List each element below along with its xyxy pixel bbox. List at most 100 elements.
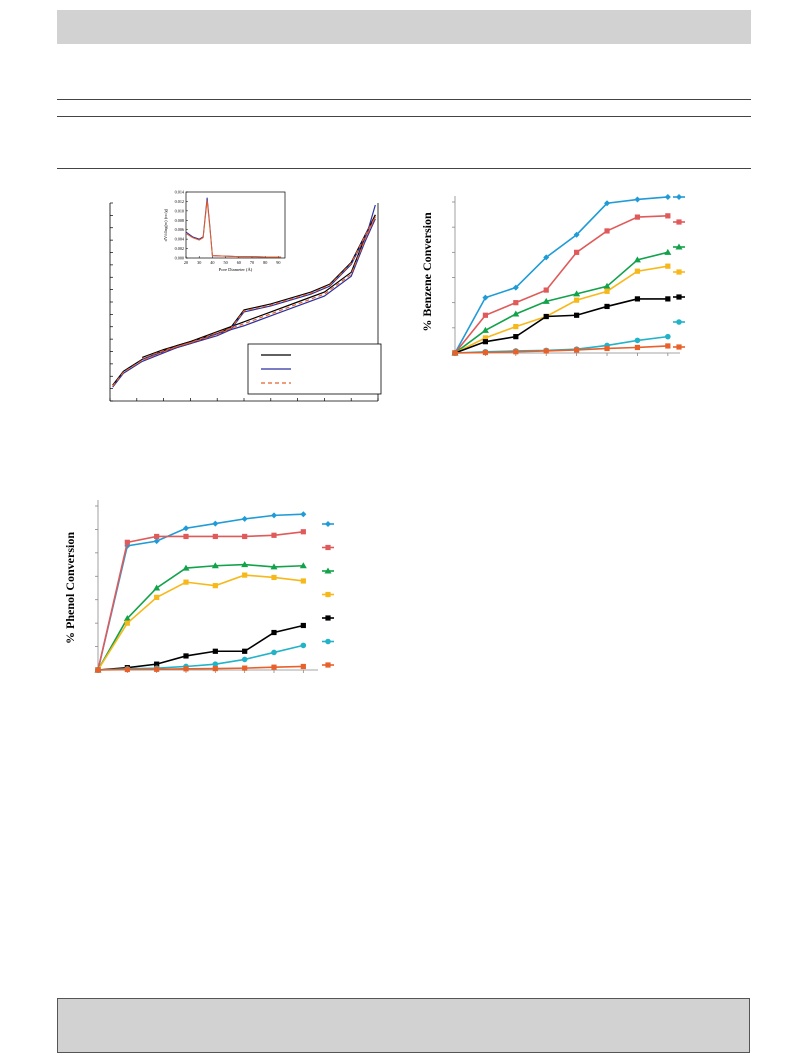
inset-x-tick-label: 60 bbox=[237, 260, 241, 265]
data-point bbox=[154, 594, 160, 600]
legend-marker bbox=[676, 294, 682, 300]
data-point bbox=[574, 312, 580, 318]
data-point bbox=[513, 349, 519, 355]
data-point bbox=[241, 561, 249, 568]
data-point bbox=[271, 574, 277, 581]
data-point bbox=[271, 629, 277, 636]
data-point bbox=[154, 533, 160, 540]
data-point bbox=[482, 339, 489, 345]
legend-marker bbox=[324, 567, 332, 574]
data-point bbox=[482, 312, 489, 318]
top-rule bbox=[57, 99, 751, 100]
data-point bbox=[543, 287, 549, 293]
data-point bbox=[154, 661, 160, 667]
inset-y-axis-label: dV/dlog(w) (cc/g) bbox=[163, 208, 168, 241]
legend-marker bbox=[325, 662, 331, 668]
data-point bbox=[542, 297, 550, 304]
inset-y-tick-label: 0.006 bbox=[175, 227, 184, 232]
series-line bbox=[97, 665, 304, 671]
inset-x-axis-label: Pore Diameter (Å) bbox=[219, 267, 253, 272]
phenol-conversion-chart: % Phenol Conversion bbox=[63, 500, 334, 673]
inset-y-tick-label: 0.008 bbox=[175, 218, 184, 223]
inset-x-tick-label: 80 bbox=[263, 260, 267, 265]
data-point bbox=[573, 290, 581, 297]
isotherm-desorption-line bbox=[141, 214, 376, 359]
data-point bbox=[634, 196, 641, 203]
data-point bbox=[123, 614, 131, 621]
series-line bbox=[97, 574, 304, 671]
data-point bbox=[212, 583, 218, 589]
data-point bbox=[153, 538, 160, 545]
legend-marker bbox=[325, 544, 331, 551]
data-point bbox=[634, 344, 641, 351]
data-point bbox=[665, 333, 671, 340]
data-point bbox=[604, 345, 610, 352]
data-point bbox=[664, 193, 671, 200]
data-point bbox=[543, 254, 550, 261]
data-point bbox=[604, 228, 610, 234]
data-point bbox=[300, 663, 306, 670]
header-band bbox=[57, 10, 751, 44]
data-point bbox=[211, 562, 219, 569]
series-line bbox=[454, 251, 669, 354]
data-point bbox=[183, 653, 189, 659]
legend-marker bbox=[325, 591, 331, 598]
inset-plot-frame bbox=[185, 191, 286, 259]
legend-marker bbox=[676, 194, 682, 200]
series-line bbox=[97, 563, 304, 671]
data-point bbox=[665, 343, 671, 349]
data-point bbox=[300, 578, 306, 584]
data-point bbox=[665, 296, 671, 302]
inset-y-tick-label: 0.014 bbox=[175, 190, 185, 195]
data-point bbox=[512, 310, 520, 317]
data-point bbox=[212, 648, 218, 654]
data-point bbox=[212, 665, 218, 672]
data-point bbox=[300, 622, 306, 629]
inset-y-tick-label: 0.000 bbox=[175, 256, 184, 261]
data-point bbox=[604, 303, 610, 310]
data-point bbox=[513, 334, 519, 340]
inset-series-line bbox=[185, 200, 282, 258]
data-point bbox=[299, 562, 307, 569]
series-line bbox=[454, 265, 668, 354]
inset-x-tick-label: 70 bbox=[250, 260, 254, 265]
footer-band bbox=[57, 998, 750, 1053]
data-point bbox=[124, 620, 130, 626]
data-point bbox=[665, 213, 671, 219]
data-point bbox=[182, 564, 190, 571]
y-axis-label: % Benzene Conversion bbox=[420, 212, 434, 332]
isotherm-desorption-line bbox=[141, 216, 376, 359]
divider-rule bbox=[57, 168, 751, 169]
data-point bbox=[482, 349, 489, 356]
data-point bbox=[241, 656, 248, 663]
legend-marker bbox=[676, 269, 682, 275]
data-point bbox=[574, 297, 580, 303]
data-point bbox=[633, 256, 641, 263]
series-line bbox=[454, 215, 668, 354]
data-point bbox=[271, 512, 277, 519]
data-point bbox=[513, 323, 519, 330]
isotherm-desorption-line bbox=[141, 218, 376, 360]
data-point bbox=[452, 350, 458, 356]
data-point bbox=[664, 248, 672, 255]
data-point bbox=[183, 533, 189, 540]
data-point bbox=[512, 284, 519, 291]
inset-y-tick-label: 0.002 bbox=[175, 246, 184, 251]
data-point bbox=[242, 572, 248, 578]
data-point bbox=[482, 335, 489, 341]
section-rule bbox=[57, 116, 751, 117]
series-line bbox=[454, 196, 668, 354]
data-point bbox=[603, 282, 611, 289]
data-point bbox=[665, 263, 671, 269]
data-point bbox=[634, 337, 641, 344]
data-point bbox=[124, 539, 130, 545]
data-point bbox=[482, 294, 489, 301]
data-point bbox=[604, 288, 610, 294]
legend-marker bbox=[325, 521, 331, 527]
data-point bbox=[574, 347, 580, 353]
data-point bbox=[271, 649, 277, 656]
data-point bbox=[153, 584, 161, 591]
data-point bbox=[300, 511, 307, 518]
inset-y-tick-label: 0.012 bbox=[175, 199, 184, 204]
data-point bbox=[573, 231, 580, 238]
